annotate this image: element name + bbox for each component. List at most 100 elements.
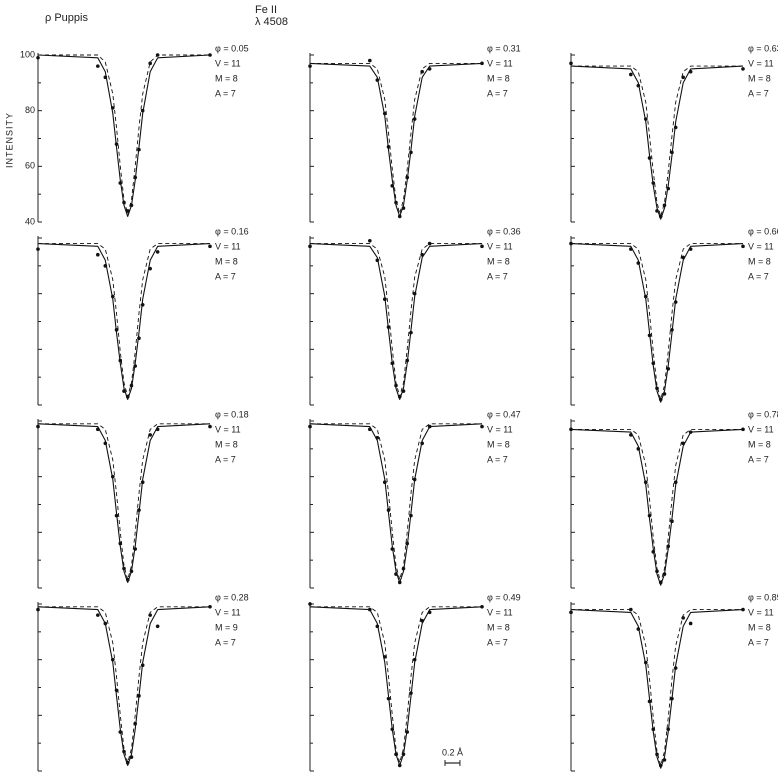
model-curve-dashed: [38, 423, 210, 581]
data-point: [96, 613, 100, 617]
data-point: [368, 427, 372, 432]
data-point: [375, 258, 380, 263]
data-point: [409, 691, 413, 695]
data-point: [409, 513, 413, 518]
data-point: [688, 69, 693, 74]
annotation: φ = 0.31: [487, 43, 521, 53]
scale-bar-label: 0.2 Å: [442, 747, 463, 757]
data-point: [208, 244, 212, 249]
model-curve-solid: [309, 62, 483, 217]
annotation: M = 8: [748, 622, 771, 632]
data-point: [409, 330, 413, 335]
data-point: [629, 72, 633, 77]
data-point: [148, 266, 152, 271]
data-point: [412, 291, 417, 296]
data-point: [118, 181, 123, 185]
model-curve-dashed: [310, 606, 482, 764]
annotation: M = 8: [487, 73, 510, 83]
annotation: φ = 0.28: [215, 592, 249, 602]
annotation: M = 8: [215, 73, 238, 83]
data-point: [480, 424, 484, 429]
annotation: φ = 0.63: [748, 43, 778, 53]
data-point: [390, 727, 395, 732]
annotation: A = 7: [487, 88, 508, 98]
model-curve-dashed: [310, 423, 482, 581]
data-point: [308, 64, 312, 68]
data-point: [405, 175, 410, 180]
data-point: [688, 430, 693, 434]
data-point: [420, 618, 424, 623]
data-point: [662, 203, 667, 208]
data-point: [155, 53, 160, 57]
model-curve-dashed: [310, 62, 482, 215]
data-point: [155, 624, 160, 629]
data-point: [569, 241, 573, 246]
data-point: [409, 150, 413, 155]
annotation: φ = 0.47: [487, 409, 521, 419]
annotation: M = 8: [215, 439, 238, 449]
annotation: A = 7: [215, 271, 236, 281]
data-point: [133, 547, 138, 551]
data-point: [122, 200, 126, 205]
data-point: [368, 58, 372, 63]
annotation: V = 11: [215, 241, 241, 251]
data-point: [643, 117, 648, 121]
model-curve-dashed: [571, 428, 743, 583]
data-point: [681, 75, 685, 80]
data-point: [670, 696, 674, 701]
data-point: [427, 241, 432, 246]
data-point: [405, 541, 410, 546]
annotation: V = 11: [487, 607, 513, 617]
data-point: [386, 145, 391, 149]
data-point: [629, 433, 633, 437]
data-point: [480, 61, 484, 66]
data-point: [133, 721, 138, 726]
data-point: [643, 660, 648, 665]
annotation: V = 11: [215, 607, 241, 617]
data-point: [114, 142, 119, 146]
data-point: [420, 69, 424, 74]
data-point: [140, 108, 145, 113]
data-point: [394, 200, 398, 205]
data-point: [427, 424, 432, 429]
data-point: [666, 727, 671, 732]
data-point: [401, 389, 406, 393]
data-point: [382, 111, 387, 116]
data-point: [390, 184, 395, 188]
data-point: [122, 389, 126, 393]
data-point: [681, 441, 685, 446]
model-curve-solid: [37, 54, 211, 217]
data-point: [125, 760, 130, 765]
data-point: [647, 699, 652, 704]
annotation: A = 7: [748, 88, 769, 98]
model-curve-solid: [309, 606, 483, 766]
data-point: [148, 433, 152, 437]
data-point: [666, 186, 671, 191]
annotation: M = 8: [487, 622, 510, 632]
data-point: [133, 364, 138, 368]
data-point: [741, 244, 745, 249]
data-point: [688, 621, 693, 626]
data-point: [140, 303, 145, 307]
annotation: A = 7: [748, 271, 769, 281]
annotation: V = 11: [748, 241, 774, 251]
data-point: [681, 255, 685, 260]
y-tick-label: 40: [25, 216, 35, 226]
annotation: φ = 0.78: [748, 409, 778, 419]
data-point: [308, 602, 312, 606]
data-point: [658, 214, 663, 219]
data-point: [208, 424, 212, 429]
data-point: [427, 610, 432, 615]
annotation: M = 8: [487, 439, 510, 449]
data-point: [666, 367, 671, 371]
model-curve-solid: [37, 423, 211, 583]
model-curve-dashed: [38, 606, 210, 764]
data-point: [401, 752, 406, 757]
data-point: [137, 694, 141, 698]
data-point: [636, 261, 641, 265]
data-point: [36, 247, 40, 251]
data-point: [397, 394, 402, 399]
data-point: [394, 752, 398, 757]
data-point: [110, 474, 115, 479]
data-point: [125, 394, 130, 399]
